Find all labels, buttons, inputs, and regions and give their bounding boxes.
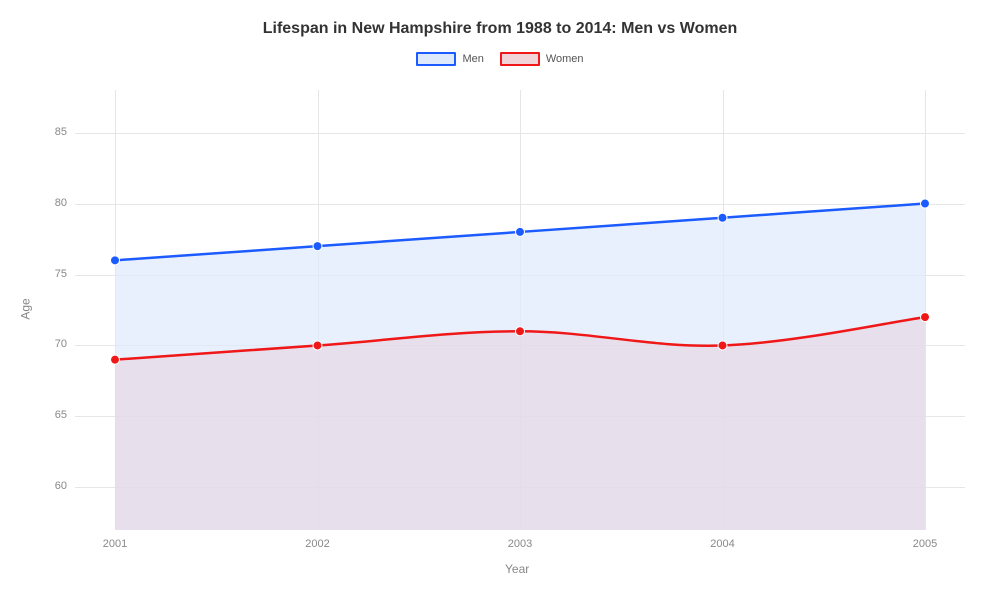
chart-title: Lifespan in New Hampshire from 1988 to 2…: [0, 0, 1000, 52]
y-tick-label: 60: [45, 480, 67, 492]
legend-label: Women: [546, 53, 584, 65]
x-tick-label: 2003: [508, 538, 532, 550]
x-tick-label: 2001: [103, 538, 127, 550]
x-axis-label: Year: [505, 562, 529, 576]
legend-swatch: [416, 52, 456, 66]
gridline-x: [115, 90, 116, 530]
gridline-x: [520, 90, 521, 530]
y-tick-label: 65: [45, 409, 67, 421]
legend: Men Women: [0, 52, 1000, 66]
x-tick-label: 2002: [305, 538, 329, 550]
gridline-x: [925, 90, 926, 530]
x-tick-label: 2004: [710, 538, 734, 550]
y-tick-label: 85: [45, 126, 67, 138]
y-tick-label: 80: [45, 197, 67, 209]
gridline-x: [318, 90, 319, 530]
legend-item-women[interactable]: Women: [500, 52, 584, 66]
plot-area: [75, 90, 965, 530]
y-axis-label: Age: [19, 298, 33, 319]
y-tick-label: 70: [45, 338, 67, 350]
y-tick-label: 75: [45, 268, 67, 280]
legend-item-men[interactable]: Men: [416, 52, 483, 66]
legend-label: Men: [462, 53, 483, 65]
x-tick-label: 2005: [913, 538, 937, 550]
gridline-x: [723, 90, 724, 530]
legend-swatch: [500, 52, 540, 66]
